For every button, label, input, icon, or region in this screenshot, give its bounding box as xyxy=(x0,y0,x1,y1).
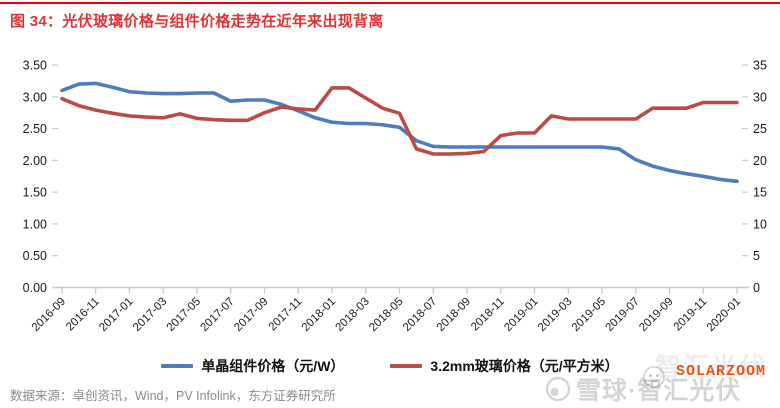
y-left-axis-label: 2.00 xyxy=(23,154,47,168)
xueqiu-snowball-icon xyxy=(545,376,571,402)
series-line-glass-price xyxy=(60,86,739,156)
top-red-rule xyxy=(0,2,780,4)
x-axis-label: 2019-05 xyxy=(570,296,608,334)
x-axis-label: 2019-01 xyxy=(502,296,540,334)
y-right-axis-label: 30 xyxy=(753,90,767,104)
x-axis-label: 2017-07 xyxy=(199,296,237,334)
x-axis-label: 2018-11 xyxy=(469,296,507,334)
x-axis-label: 2017-09 xyxy=(232,296,270,334)
watermark-mascot-icon xyxy=(643,366,665,388)
chart-legend: 单晶组件价格（元/W） 3.2mm玻璃价格（元/平方米） xyxy=(0,356,780,376)
y-left-axis-label: 3.00 xyxy=(23,90,47,104)
x-axis-label: 2019-03 xyxy=(536,296,574,334)
x-axis-label: 2017-05 xyxy=(165,296,203,334)
x-axis-label: 2018-03 xyxy=(334,296,372,334)
legend-item-module-price: 单晶组件价格（元/W） xyxy=(161,356,344,376)
watermark-xueqiu-label: 雪球·智汇光伏 xyxy=(576,377,742,405)
series-line-module-price xyxy=(60,81,739,184)
legend-label-module: 单晶组件价格（元/W） xyxy=(201,358,345,374)
x-axis-label: 2017-11 xyxy=(267,296,305,334)
x-axis-label: 2019-07 xyxy=(604,296,642,334)
x-axis-label: 2018-01 xyxy=(300,296,338,334)
x-axis-label: 2016-09 xyxy=(30,296,68,334)
x-axis-label: 2016-11 xyxy=(64,296,102,334)
data-source-note: 数据来源：卓创资讯，Wind，PV Infolink，东方证券研究所 xyxy=(10,389,336,403)
x-axis-label: 2017-01 xyxy=(97,296,135,334)
chart-title: 图 34：光伏玻璃价格与组件价格走势在近年来出现背离 xyxy=(10,13,384,30)
x-axis-label: 2017-03 xyxy=(131,296,169,334)
module-series-swatch xyxy=(161,364,194,368)
x-axis-label: 2018-05 xyxy=(367,296,405,334)
watermark-xueqiu: 雪球·智汇光伏 xyxy=(545,371,741,407)
y-left-axis-label: 3.50 xyxy=(23,59,47,73)
y-right-axis-label: 0 xyxy=(753,281,760,295)
y-left-axis-label: 0.00 xyxy=(23,281,47,295)
y-right-axis-label: 25 xyxy=(753,122,767,136)
x-axis-label: 2018-07 xyxy=(401,296,439,334)
y-left-axis-label: 0.50 xyxy=(23,249,47,263)
x-axis-label: 2019-09 xyxy=(637,296,675,334)
y-left-axis-label: 1.50 xyxy=(23,186,47,200)
x-axis-label: 2019-11 xyxy=(672,296,710,334)
y-right-axis-label: 15 xyxy=(753,186,767,200)
watermark-ghost-text: 智汇光伏 xyxy=(655,352,768,382)
legend-item-glass-price: 3.2mm玻璃价格（元/平方米） xyxy=(390,356,619,376)
watermark-solarzoom: SOLARZOOM xyxy=(676,363,767,380)
x-axis-label: 2018-09 xyxy=(435,296,473,334)
legend-label-glass: 3.2mm玻璃价格（元/平方米） xyxy=(430,358,619,374)
y-right-axis-label: 35 xyxy=(753,59,767,73)
y-right-axis-label: 5 xyxy=(753,249,760,263)
y-right-axis-label: 20 xyxy=(753,154,767,168)
y-right-axis-label: 10 xyxy=(753,217,767,231)
x-axis-label: 2020-01 xyxy=(705,296,743,334)
y-left-axis-label: 2.50 xyxy=(23,122,47,136)
glass-series-swatch xyxy=(390,364,423,368)
y-left-axis-label: 1.00 xyxy=(23,217,47,231)
